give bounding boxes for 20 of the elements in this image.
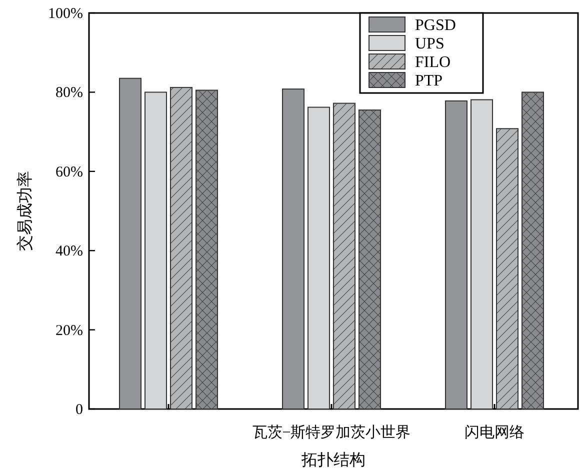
bar	[470, 99, 493, 410]
y-tick-label: 100%	[48, 6, 83, 22]
y-tick-label: 80%	[56, 85, 83, 102]
x-tick-label: 闪电网络	[464, 424, 524, 441]
bar	[144, 92, 167, 410]
bar	[308, 106, 330, 410]
bar	[119, 78, 142, 410]
y-tick-label: 60%	[56, 164, 83, 180]
legend-label: UPS	[415, 36, 444, 52]
bar	[445, 100, 468, 410]
legend-label: FILO	[415, 54, 451, 71]
y-tick-label: 0	[76, 402, 83, 418]
y-tick-label: 40%	[56, 244, 83, 260]
y-tick-label: 20%	[56, 322, 83, 339]
x-axis-title: 拓扑结构	[300, 451, 366, 469]
bar	[282, 88, 304, 410]
legend-label: PTP	[415, 72, 443, 90]
y-axis-title: 交易成功率	[16, 171, 34, 251]
x-tick-label: 瓦茨−斯特罗加茨小世界	[252, 424, 411, 441]
legend-label: PGSD	[415, 17, 456, 34]
